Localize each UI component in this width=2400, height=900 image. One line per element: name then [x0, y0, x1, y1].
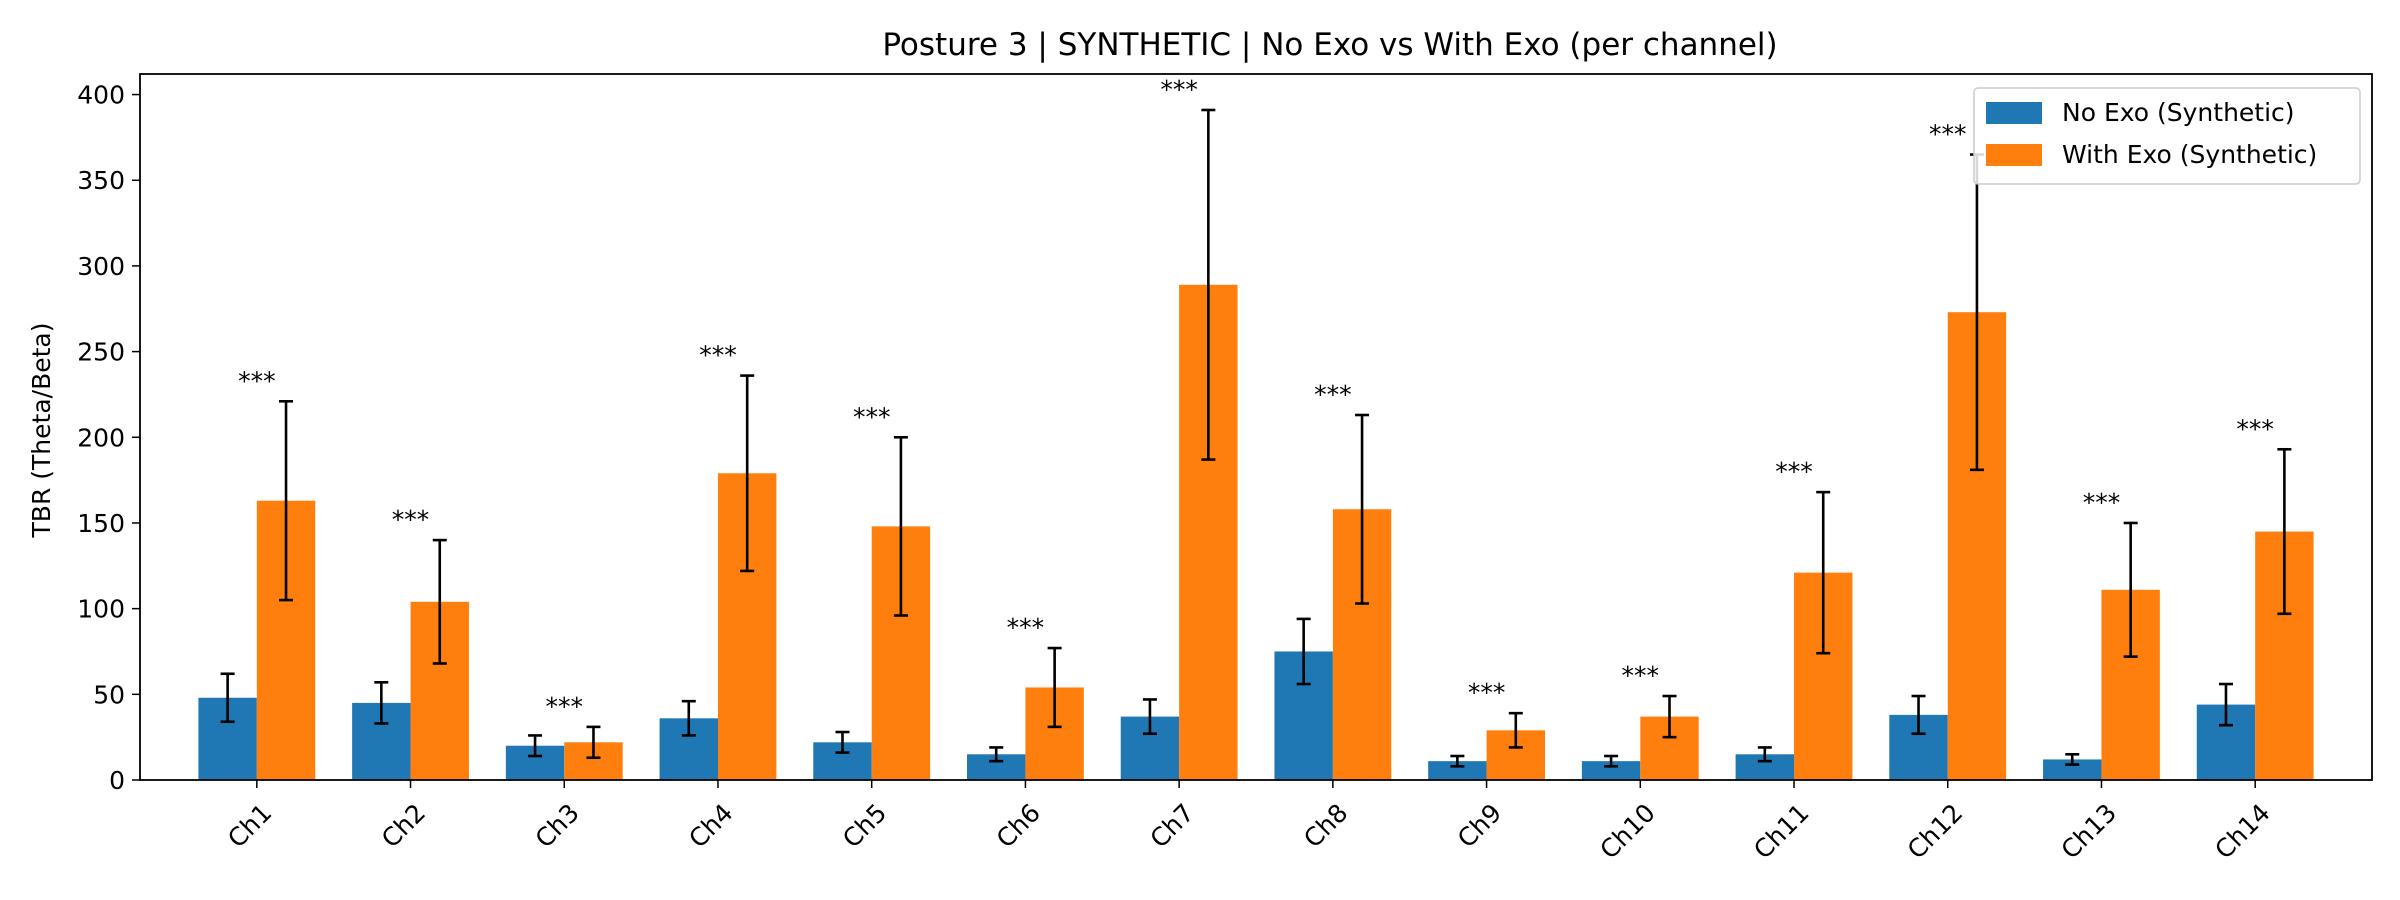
y-tick-label: 50: [93, 680, 125, 709]
legend-label: With Exo (Synthetic): [2062, 140, 2317, 169]
y-tick-label: 400: [77, 81, 125, 110]
significance-label: ***: [2236, 414, 2274, 443]
bar: [1581, 761, 1641, 780]
legend-swatch: [1986, 144, 2042, 166]
significance-label: ***: [1468, 678, 1506, 707]
plot-frame: [139, 73, 2373, 781]
y-axis-label: TBR (Theta/Beta): [27, 323, 56, 539]
significance-label: ***: [1160, 75, 1198, 104]
legend-box: [1973, 87, 2361, 185]
significance-label: ***: [699, 341, 737, 370]
y-tick-label: 0: [109, 766, 125, 795]
y-tick-label: 250: [77, 338, 125, 367]
chart-title: Posture 3 | SYNTHETIC | No Exo vs With E…: [882, 27, 1777, 63]
bar: [2043, 759, 2102, 780]
significance-label: ***: [1929, 120, 1967, 149]
significance-label: ***: [853, 402, 891, 431]
significance-label: ***: [2083, 488, 2121, 517]
y-tick-label: 200: [77, 423, 125, 452]
significance-label: ***: [1314, 380, 1352, 409]
y-tick-label: 100: [77, 595, 125, 624]
y-tick-label: 350: [77, 166, 125, 195]
y-tick-label: 300: [77, 252, 125, 281]
significance-label: ***: [1622, 661, 1660, 690]
significance-label: ***: [238, 366, 276, 395]
significance-label: ***: [546, 692, 584, 721]
significance-label: ***: [1007, 613, 1045, 642]
legend-label: No Exo (Synthetic): [2062, 98, 2295, 127]
legend-swatch: [1986, 102, 2042, 124]
y-tick-label: 150: [77, 509, 125, 538]
bar: [1428, 761, 1487, 780]
significance-label: ***: [1775, 457, 1813, 486]
significance-label: ***: [392, 505, 430, 534]
legend: No Exo (Synthetic) With Exo (Synthetic): [1973, 87, 2361, 185]
